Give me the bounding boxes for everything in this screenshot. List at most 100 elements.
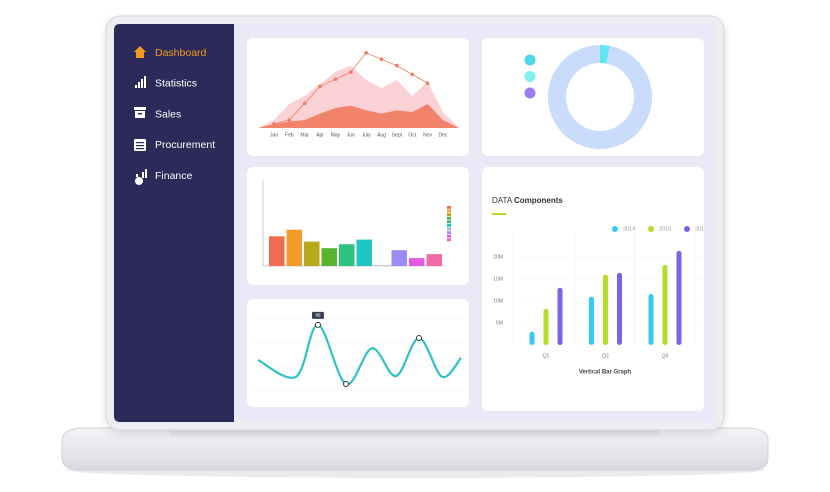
legend-dot xyxy=(648,226,654,232)
x-tick-label: Aug xyxy=(377,132,386,138)
bar-chart-panel xyxy=(247,167,469,285)
point xyxy=(272,122,276,126)
legend-label: 2014 xyxy=(623,226,635,232)
title: Components xyxy=(514,196,563,205)
caption: Vertical Bar Graph xyxy=(579,370,632,376)
point xyxy=(364,51,368,55)
legend-swatch xyxy=(447,220,451,224)
point xyxy=(333,77,338,81)
point xyxy=(395,63,399,68)
bar xyxy=(617,272,622,345)
legend-label: 2015 xyxy=(659,226,671,232)
legend-swatch xyxy=(447,206,451,209)
bar xyxy=(603,274,608,345)
x-tick-label: Mar xyxy=(300,132,309,138)
legend-swatch xyxy=(447,213,451,216)
y-tick-label: 5M xyxy=(496,320,503,326)
legend-swatch xyxy=(447,224,451,227)
point xyxy=(287,118,292,122)
tooltip xyxy=(312,311,324,319)
x-tick-label: Nov xyxy=(423,132,432,138)
y-tick-label: 15M xyxy=(493,276,503,282)
area xyxy=(258,104,459,128)
x-tick-label: July xyxy=(362,132,371,138)
tooltip-label: 96 xyxy=(315,313,321,318)
icon-statistics xyxy=(135,76,146,88)
x-tick-label: Feb xyxy=(285,132,294,138)
donut-segment xyxy=(548,45,652,149)
point xyxy=(425,81,430,85)
sidebar-icons xyxy=(134,46,147,185)
legend-dot xyxy=(612,226,618,232)
bar xyxy=(409,258,425,266)
point xyxy=(302,101,307,105)
y-tick-label: 10M xyxy=(493,298,503,304)
bar xyxy=(374,265,390,266)
bar xyxy=(304,241,320,266)
point xyxy=(410,72,415,77)
legend-dot xyxy=(524,71,536,82)
menu-item[interactable]: Statistics xyxy=(155,78,197,90)
legend-swatch xyxy=(447,231,451,234)
bar xyxy=(339,244,355,266)
legend-swatch xyxy=(447,238,451,242)
menu-item[interactable]: Sales xyxy=(155,108,181,120)
point xyxy=(343,381,349,388)
legend-label: 2016 xyxy=(695,226,707,232)
wave-chart-panel xyxy=(247,299,469,407)
laptop-base xyxy=(61,427,769,471)
legend-dot xyxy=(524,87,536,99)
bar xyxy=(321,248,337,266)
x-tick-label: Jan xyxy=(270,132,278,138)
donut-chart-panel xyxy=(482,38,704,156)
icon-sales xyxy=(134,107,146,118)
donut-segment xyxy=(599,45,610,64)
x-tick-label: Q3 xyxy=(662,353,669,359)
title-prefix: DATA xyxy=(492,196,513,205)
title-underline xyxy=(492,213,506,215)
bar xyxy=(286,229,302,266)
menu-item[interactable]: Finance xyxy=(155,170,193,182)
point xyxy=(349,70,353,74)
bar xyxy=(269,236,285,266)
legend-swatch xyxy=(447,209,451,213)
bar xyxy=(589,296,594,345)
legend-swatch xyxy=(447,234,451,238)
bar xyxy=(356,239,372,266)
chart-title: DATA Components xyxy=(492,196,563,205)
y-tick-label: 20M xyxy=(493,254,503,260)
point xyxy=(379,57,384,61)
legend-swatch xyxy=(447,227,451,231)
menu-item[interactable]: Procurement xyxy=(155,139,215,151)
bar xyxy=(391,250,407,266)
bar xyxy=(557,287,563,345)
bar xyxy=(676,250,682,345)
point xyxy=(416,335,422,342)
menu-item[interactable]: Dashboard xyxy=(155,47,207,59)
x-tick-label: Sept xyxy=(392,132,403,138)
vertical-bar-chart: DATA Components Vertical Bar Graph 5M 10M… xyxy=(492,196,707,376)
icon-home xyxy=(134,46,146,58)
icon-finance xyxy=(135,169,147,185)
x-tick-label: May xyxy=(331,132,341,138)
line xyxy=(257,323,462,386)
x-tick-label: Jun xyxy=(347,132,355,138)
bar xyxy=(543,308,549,345)
x-tick-label: Dec xyxy=(439,132,448,138)
bar xyxy=(529,331,535,345)
legend-dot xyxy=(524,54,536,66)
point xyxy=(318,84,322,89)
icon-procurement xyxy=(134,139,146,151)
bar xyxy=(662,264,668,345)
bar xyxy=(648,293,654,345)
legend-swatch xyxy=(447,216,451,220)
point xyxy=(315,321,321,328)
x-tick-label: Oct xyxy=(408,132,416,138)
x-tick-label: Apr xyxy=(316,132,324,138)
legend-dot xyxy=(684,226,690,232)
x-tick-label: Q1 xyxy=(543,353,550,359)
sidebar xyxy=(114,24,234,422)
bar xyxy=(426,254,442,266)
